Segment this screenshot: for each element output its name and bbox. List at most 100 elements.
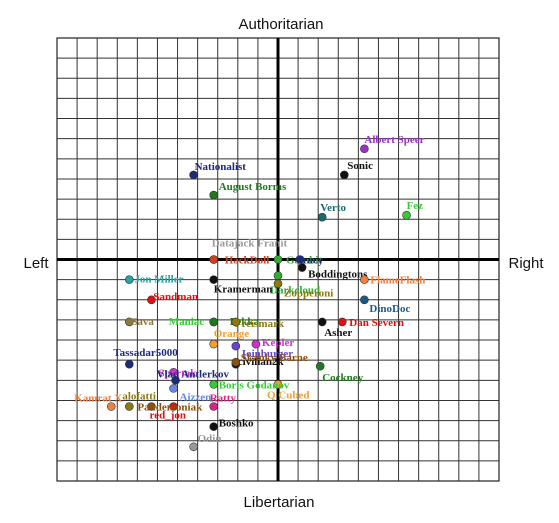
point-marker (125, 402, 134, 411)
point-marker (209, 317, 219, 327)
point-label: Jon Miller (134, 274, 183, 286)
data-point: Kamrat X (74, 392, 122, 411)
data-point: Jon Miller (125, 274, 184, 286)
data-point: Q Cubed (267, 380, 310, 401)
point-label: Vlad Antlerkov (157, 368, 230, 380)
data-point: Freismark (231, 317, 285, 330)
point-marker (273, 271, 283, 280)
data-point: alofatti (122, 390, 156, 411)
data-point: DinoDoc (360, 295, 410, 315)
point-marker (125, 317, 134, 327)
point-marker (273, 255, 283, 264)
data-points: Albert Speer Sonic Nationalist August Borms… (74, 134, 425, 452)
axis-label-right: Right (508, 255, 544, 272)
data-point: Boddingtons (297, 263, 368, 281)
point-marker (209, 402, 219, 411)
data-point: Verto (317, 202, 347, 222)
point-marker (273, 380, 283, 389)
point-label: Cockney (322, 372, 363, 384)
point-marker (189, 442, 198, 452)
point-label: civilian2k (238, 356, 285, 368)
point-marker (273, 279, 283, 288)
data-point: red_jon (150, 402, 186, 421)
data-point: Aizzen (169, 384, 212, 403)
point-marker (251, 339, 261, 349)
data-point: Kepler (251, 337, 294, 349)
point-label: Freismark (235, 318, 285, 330)
point-label: alofatti (122, 390, 156, 402)
point-label: Verto (320, 202, 346, 214)
point-label: Nationalist (195, 161, 247, 173)
point-label: red_jon (150, 409, 186, 421)
point-label: HackDoll (225, 255, 270, 267)
point-marker (171, 376, 180, 385)
point-label: Kamrat X (74, 392, 122, 404)
point-marker (231, 357, 241, 367)
data-point: FlameFlash (360, 275, 425, 287)
point-marker (169, 402, 178, 411)
data-point: Fez (402, 200, 424, 220)
point-label: Albert Speer (364, 134, 424, 146)
point-label: Orange (214, 328, 250, 340)
point-marker (339, 170, 349, 180)
point-marker (231, 317, 241, 327)
point-marker (360, 275, 369, 284)
point-marker (209, 275, 219, 284)
point-marker (402, 210, 411, 220)
point-label: August Borms (219, 181, 287, 193)
data-point: Boshko (209, 418, 254, 431)
point-marker (231, 341, 241, 351)
point-marker (106, 402, 116, 411)
point-label: Kepler (262, 337, 294, 349)
data-point: HackDoll (209, 255, 270, 267)
point-marker (315, 361, 325, 371)
point-label: Sandman (153, 291, 198, 303)
point-label: FlameFlash (370, 275, 425, 287)
axis-label-left: Left (23, 255, 49, 272)
point-marker (147, 295, 156, 305)
point-label: Ratty (210, 392, 237, 404)
point-marker (317, 317, 327, 327)
point-label: Odin (198, 433, 222, 445)
point-marker (297, 263, 307, 272)
data-point: August Borms (209, 181, 287, 200)
point-marker (295, 255, 305, 264)
data-point: Boris Godanov (209, 379, 290, 391)
data-point: Nationalist (189, 161, 247, 180)
data-point: Odin (189, 433, 222, 452)
point-marker (360, 295, 369, 305)
data-point: Ioinburger (231, 341, 293, 360)
point-label: Spartak (159, 367, 198, 379)
data-point: Sava (125, 316, 154, 328)
point-label: Aizzen (180, 391, 212, 403)
point-marker (169, 384, 178, 393)
point-marker (317, 212, 327, 222)
point-marker (125, 275, 134, 284)
data-point: Darkcloud (270, 271, 320, 297)
data-point: Dan Severn (337, 317, 404, 329)
point-label: Fez (407, 200, 424, 212)
axis-label-top: Authoritarian (238, 16, 323, 33)
data-point: Tassadar5000 (113, 347, 178, 369)
data-point: Orange (209, 328, 250, 349)
point-label: Ioinburger (242, 348, 293, 360)
axis-label-bottom: Libertarian (244, 494, 315, 511)
point-label: Asher (324, 327, 352, 339)
point-label: Skanky Barne (241, 352, 308, 364)
point-marker (360, 144, 369, 154)
data-point: Cockney (315, 361, 364, 384)
data-point: Pandemoniak (137, 401, 203, 413)
point-label: Tassadar5000 (113, 347, 178, 359)
point-label: Pandemoniak (137, 401, 203, 413)
data-point: Sonic (339, 160, 373, 180)
point-label: Boshko (219, 418, 254, 430)
data-point: Zopperoni (273, 279, 333, 300)
point-marker (209, 190, 219, 200)
point-marker (125, 359, 134, 369)
point-label: Kramerman (214, 284, 273, 296)
point-marker (189, 170, 198, 180)
data-point: Sandman (147, 291, 198, 305)
point-label: Datajack Franit (212, 238, 288, 250)
point-marker (209, 339, 219, 349)
